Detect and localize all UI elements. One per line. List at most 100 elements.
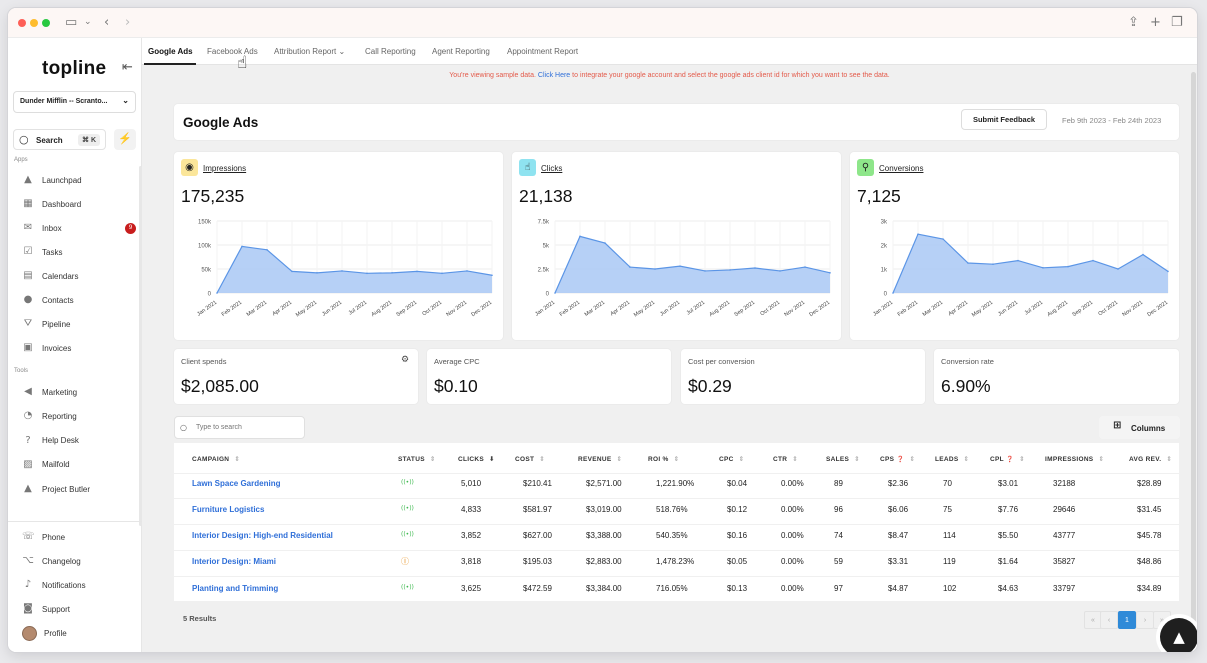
sidebar-item-notifications[interactable]: ♪ Notifications	[22, 576, 132, 594]
page-1-button[interactable]: 1	[1118, 611, 1136, 629]
column-header-impressions[interactable]: IMPRESSIONS ⇕	[1045, 455, 1104, 463]
column-header-campaign[interactable]: CAMPAIGN ⇕	[192, 455, 240, 463]
x-tick-label: Feb 2021	[221, 300, 243, 318]
campaign-link[interactable]: Furniture Logistics	[192, 505, 265, 514]
sidebar-item-help-desk[interactable]: ? Help Desk	[22, 432, 132, 450]
sidebar-item-marketing[interactable]: ◀ Marketing	[22, 383, 132, 401]
sidebar-item-invoices[interactable]: ▣ Invoices	[22, 339, 132, 357]
column-header-roi[interactable]: ROI % ⇕	[648, 455, 679, 463]
column-header-revenue[interactable]: REVENUE ⇕	[578, 455, 622, 463]
help-icon[interactable]: ❓	[1003, 456, 1015, 463]
data-point	[466, 270, 468, 272]
sidebar-item-phone[interactable]: ☏ Phone	[22, 528, 132, 546]
column-header-avg-rev[interactable]: AVG REV. ⇕	[1129, 455, 1172, 463]
integrate-link[interactable]: Click Here	[537, 72, 571, 79]
sidebar-toggle-icon[interactable]: ▭	[65, 15, 78, 30]
x-tick-label: Mar 2021	[246, 300, 268, 318]
sort-icon[interactable]: ⬇	[489, 455, 495, 463]
column-header-cost[interactable]: COST ⇕	[515, 455, 545, 463]
sidebar-item-contacts[interactable]: ● Contacts	[22, 291, 132, 309]
column-header-status[interactable]: STATUS ⇕	[398, 455, 436, 463]
y-tick-label: 7.5k	[538, 220, 550, 226]
table-search-input[interactable]	[174, 416, 305, 439]
column-header-clicks[interactable]: CLICKS ⬇	[458, 455, 495, 463]
data-point	[1142, 253, 1144, 256]
tab-attribution-report[interactable]: Attribution Report ⌄	[274, 47, 346, 56]
sort-icon[interactable]: ⇕	[539, 455, 546, 463]
sidebar-item-dashboard[interactable]: ▦ Dashboard	[22, 195, 132, 213]
metric-label[interactable]: Impressions	[203, 164, 247, 173]
tab-appointment-report[interactable]: Appointment Report	[507, 47, 579, 56]
sort-icon[interactable]: ⇕	[963, 455, 970, 463]
chat-launcher-button[interactable]: ▲	[1160, 618, 1197, 652]
sort-icon[interactable]: ⇕	[792, 455, 799, 463]
column-header-leads[interactable]: LEADS ⇕	[935, 455, 969, 463]
sort-icon[interactable]: ⇕	[234, 455, 241, 463]
close-window-button[interactable]	[18, 19, 26, 27]
sidebar-item-support[interactable]: ◙ Support	[22, 600, 132, 618]
campaign-link[interactable]: Lawn Space Gardening	[192, 479, 281, 488]
maximize-window-button[interactable]	[42, 19, 50, 27]
sort-icon[interactable]: ⇕	[738, 455, 745, 463]
campaign-link[interactable]: Planting and Trimming	[192, 584, 279, 593]
tab-agent-reporting[interactable]: Agent Reporting	[432, 47, 490, 56]
sidebar-item-profile[interactable]: Profile	[22, 624, 132, 642]
new-tab-icon[interactable]: +	[1150, 15, 1161, 30]
submit-feedback-button[interactable]: Submit Feedback	[961, 109, 1047, 130]
sort-icon[interactable]: ⇕	[673, 455, 680, 463]
column-header-label: IMPRESSIONS	[1045, 456, 1094, 463]
tab-call-reporting[interactable]: Call Reporting	[365, 47, 416, 56]
metric-label[interactable]: Clicks	[541, 164, 563, 173]
tab-google-ads[interactable]: Google Ads	[148, 47, 193, 56]
sidebar-item-changelog[interactable]: ⌥ Changelog	[22, 552, 132, 570]
sidebar-search[interactable]: ○ Search ⌘ K	[13, 129, 106, 150]
gear-icon[interactable]: ⚙	[401, 355, 410, 365]
collapse-sidebar-icon[interactable]: ⇤	[122, 60, 133, 75]
cell-roi: 716.05%	[656, 584, 688, 593]
column-header-cpc[interactable]: CPC ⇕	[719, 455, 744, 463]
tab-overview-icon[interactable]: ❐	[1171, 15, 1183, 30]
sidebar-item-calendars[interactable]: ▤ Calendars	[22, 267, 132, 285]
metric-label[interactable]: Conversions	[879, 164, 924, 173]
sidebar-item-reporting[interactable]: ◔ Reporting	[22, 407, 132, 425]
sidebar-item-pipeline[interactable]: ⛛ Pipeline	[22, 315, 132, 333]
sidebar-item-project-butler[interactable]: ▲ Project Butler	[22, 480, 132, 498]
sort-icon[interactable]: ⇕	[909, 455, 916, 463]
share-icon[interactable]: ⇪	[1128, 15, 1139, 30]
page-scrollbar[interactable]	[1191, 72, 1196, 627]
sort-icon[interactable]: ⇕	[1019, 455, 1025, 463]
account-switcher[interactable]: Dunder Mifflin -- Scranto... ⌄	[13, 91, 136, 113]
column-header-cps[interactable]: CPS ❓ ⇕	[880, 455, 915, 463]
column-header-sales[interactable]: SALES ⇕	[826, 455, 860, 463]
sidebar-item-mailfold[interactable]: ▨ Mailfold	[22, 456, 132, 474]
cell-cpc: $0.12	[727, 505, 748, 514]
tab-facebook-ads[interactable]: Facebook Ads	[207, 47, 258, 56]
sort-icon[interactable]: ⇕	[854, 455, 860, 463]
campaign-link[interactable]: Interior Design: High-end Residential	[192, 531, 333, 540]
back-icon[interactable]: ‹	[104, 15, 110, 30]
sort-icon[interactable]: ⇕	[616, 455, 623, 463]
column-header-ctr[interactable]: CTR ⇕	[773, 455, 798, 463]
column-header-cpl[interactable]: CPL ❓ ⇕	[990, 455, 1025, 463]
columns-button[interactable]: ⊞ Columns	[1099, 416, 1180, 439]
sort-icon[interactable]: ⇕	[1166, 455, 1173, 463]
hand-cursor-icon: ☝	[237, 53, 248, 73]
y-tick-label: 1k	[881, 268, 888, 274]
sidebar-item-tasks[interactable]: ☑ Tasks	[22, 243, 132, 261]
sort-icon[interactable]: ⇕	[1098, 455, 1105, 463]
sort-icon[interactable]: ⇕	[429, 455, 436, 463]
sidebar-item-inbox[interactable]: ✉ Inbox 9	[22, 219, 136, 237]
sidebar-scrollbar[interactable]	[139, 166, 142, 526]
campaign-link[interactable]: Interior Design: Miami	[192, 557, 277, 566]
sidebar-item-launchpad[interactable]: ▲ Launchpad	[22, 171, 132, 189]
date-range[interactable]: Feb 9th 2023 - Feb 24th 2023	[1062, 116, 1162, 125]
forward-icon[interactable]: ›	[125, 15, 131, 30]
chevron-down-icon[interactable]: ⌄	[84, 17, 92, 27]
help-icon[interactable]: ❓	[894, 456, 905, 463]
cell-cpl: $3.01	[998, 479, 1019, 488]
calendar-icon: ▤	[23, 270, 33, 281]
minimize-window-button[interactable]	[30, 19, 38, 27]
next-page-button[interactable]: ›	[1136, 611, 1154, 629]
prev-page-button[interactable]: ‹	[1100, 611, 1118, 629]
quick-action-icon[interactable]: ⚡	[114, 129, 136, 150]
